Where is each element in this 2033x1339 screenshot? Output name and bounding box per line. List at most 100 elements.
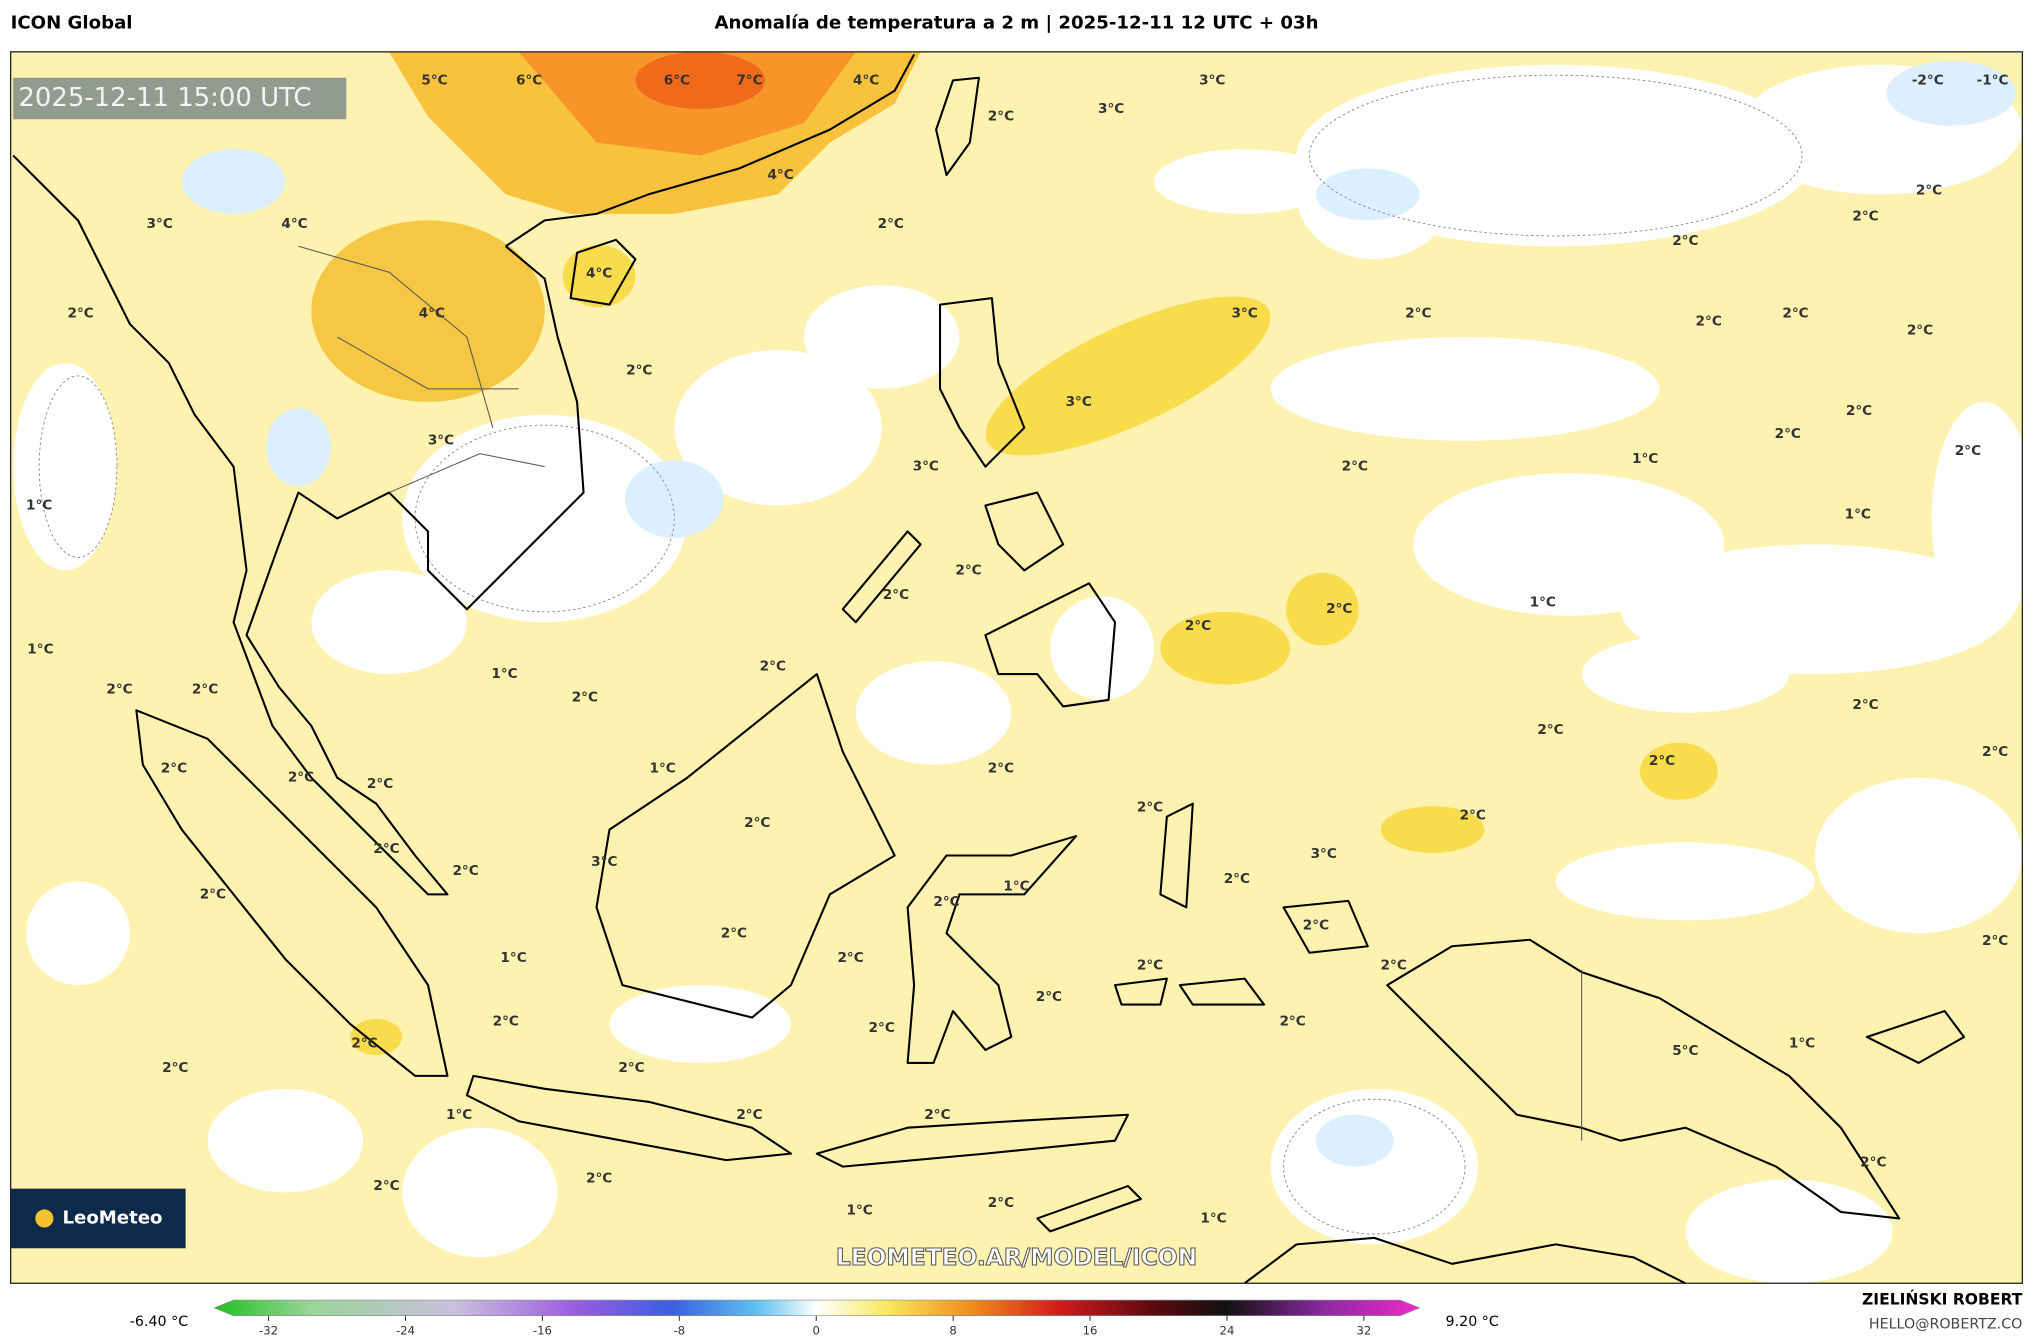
contour-label: 2°C xyxy=(1460,807,1486,823)
contour-label: 3°C xyxy=(1199,72,1225,88)
colorbar xyxy=(213,1299,1421,1316)
contour-label: 2°C xyxy=(878,216,904,232)
contour-label: 2°C xyxy=(200,886,226,902)
valid-time-box xyxy=(13,77,347,120)
contour-label: 1°C xyxy=(847,1203,873,1219)
contour-label: 2°C xyxy=(373,841,399,857)
contour-label: 2°C xyxy=(955,562,981,578)
logo-sun xyxy=(35,1209,54,1228)
contour-label: 3°C xyxy=(591,854,617,870)
contour-label: 1°C xyxy=(1632,451,1658,467)
contour-label: 1°C xyxy=(500,950,526,966)
contour-label: 1°C xyxy=(26,498,52,514)
contour-label: 1°C xyxy=(491,666,517,682)
valid-time: 2025-12-11 15:00 UTC xyxy=(18,83,311,113)
colorbar-ticks: -32 -24 -16 -8 0 8 16 24 32 xyxy=(259,1315,1371,1338)
contour-label: 3°C xyxy=(428,433,454,449)
contour-label: 1°C xyxy=(27,641,53,657)
contour-label: 2°C xyxy=(988,761,1014,777)
coastlines xyxy=(12,53,1966,1284)
contour-label: 1°C xyxy=(1530,595,1556,611)
contour-label: 2°C xyxy=(626,363,652,379)
contour-label: 4°C xyxy=(767,167,793,183)
contour-label: 2°C xyxy=(161,761,187,777)
contour-label: 2°C xyxy=(1326,601,1352,617)
contour-label: -2°C xyxy=(1912,72,1944,88)
contour-label: 4°C xyxy=(281,216,307,232)
warm-area-indochina xyxy=(311,220,545,402)
contour-label: 2°C xyxy=(869,1020,895,1036)
contour-label: 1°C xyxy=(446,1107,472,1123)
contour-label: 2°C xyxy=(1782,306,1808,322)
contour-label: 1°C xyxy=(1200,1210,1226,1226)
colorbar-tick-label: -32 xyxy=(259,1324,278,1338)
contour-label: 1°C xyxy=(649,761,675,777)
contour-label: 2°C xyxy=(1381,958,1407,974)
colorbar-tick-label: 32 xyxy=(1356,1324,1371,1338)
contour-label: 2°C xyxy=(837,950,863,966)
contour-labels: 5°C 6°C 6°C 7°C 4°C 3°C 3°C 2°C -2°C -1°C 4°C 3°C 4°… xyxy=(26,72,2009,1226)
email: HELLO@ROBERTZ.CO xyxy=(1869,1317,2022,1333)
map-title: Anomalía de temperatura a 2 m | 2025-12-… xyxy=(714,12,1318,33)
contour-label: 2°C xyxy=(988,109,1014,125)
contour-label: 2°C xyxy=(1137,958,1163,974)
contour-label: 2°C xyxy=(1036,989,1062,1005)
contour-label: 2°C xyxy=(883,587,909,603)
contour-label: 2°C xyxy=(1982,933,2008,949)
contour-label: 2°C xyxy=(988,1195,1014,1211)
contour-label: 2°C xyxy=(1405,306,1431,322)
contour-label: 4°C xyxy=(419,306,445,322)
contour-label: 2°C xyxy=(351,1035,377,1051)
contour-label: 6°C xyxy=(516,72,542,88)
contour-label: 2°C xyxy=(1696,313,1722,329)
contour-label: 2°C xyxy=(1852,697,1878,713)
contour-label: 3°C xyxy=(1066,394,1092,410)
contour-label: 4°C xyxy=(586,266,612,282)
contour-label: 2°C xyxy=(1775,426,1801,442)
contour-label: 2°C xyxy=(452,863,478,879)
contour-label: 2°C xyxy=(106,682,132,698)
contour-label: 2°C xyxy=(1224,871,1250,887)
contour-label: 2°C xyxy=(1537,722,1563,738)
logo-text: LeoMeteo xyxy=(62,1207,162,1228)
hot-core-china xyxy=(635,51,766,109)
contour-label: 2°C xyxy=(1672,233,1698,249)
watermark: LEOMETEO.AR/MODEL/ICON xyxy=(836,1243,1197,1271)
contour-label: 2°C xyxy=(1303,918,1329,934)
colorbar-tick-label: -8 xyxy=(674,1324,686,1338)
contour-label: 5°C xyxy=(421,72,447,88)
contour-label: 2°C xyxy=(760,658,786,674)
colorbar-tick-label: -16 xyxy=(533,1324,552,1338)
contour-label: 2°C xyxy=(1846,403,1872,419)
contour-label: 2°C xyxy=(586,1170,612,1186)
contour-label: 2°C xyxy=(572,689,598,705)
author: ZIELIŃSKI ROBERT xyxy=(1862,1290,2023,1309)
contour-label: 2°C xyxy=(736,1107,762,1123)
contour-label: 3°C xyxy=(1232,306,1258,322)
contour-label: 3°C xyxy=(147,216,173,232)
colorbar-tick-label: 8 xyxy=(949,1324,956,1338)
model-name: ICON Global xyxy=(11,12,133,33)
warm-areas xyxy=(350,244,1718,1056)
contour-label: 2°C xyxy=(192,682,218,698)
contour-label: 2°C xyxy=(1916,183,1942,199)
contour-label: 3°C xyxy=(913,459,939,475)
contour-label: 1°C xyxy=(1003,879,1029,895)
contour-label: 2°C xyxy=(1279,1013,1305,1029)
contour-label: 2°C xyxy=(1955,443,1981,459)
contour-label: 2°C xyxy=(933,894,959,910)
contour-label: 2°C xyxy=(373,1178,399,1194)
map-frame xyxy=(9,51,2024,1284)
colorbar-tick-label: 24 xyxy=(1220,1324,1235,1338)
contour-label: 5°C xyxy=(1672,1043,1698,1059)
contour-label: 1°C xyxy=(1845,507,1871,523)
colorbar-tick-label: -24 xyxy=(396,1324,415,1338)
contour-label: 2°C xyxy=(1137,800,1163,816)
colorbar-tick-label: 16 xyxy=(1083,1324,1098,1338)
contour-label: 2°C xyxy=(721,925,747,941)
contour-label: 2°C xyxy=(1649,753,1675,769)
colorbar-min-label: -6.40 °C xyxy=(130,1314,189,1330)
contour-label: 2°C xyxy=(1907,323,1933,339)
contour-label: 2°C xyxy=(162,1060,188,1076)
